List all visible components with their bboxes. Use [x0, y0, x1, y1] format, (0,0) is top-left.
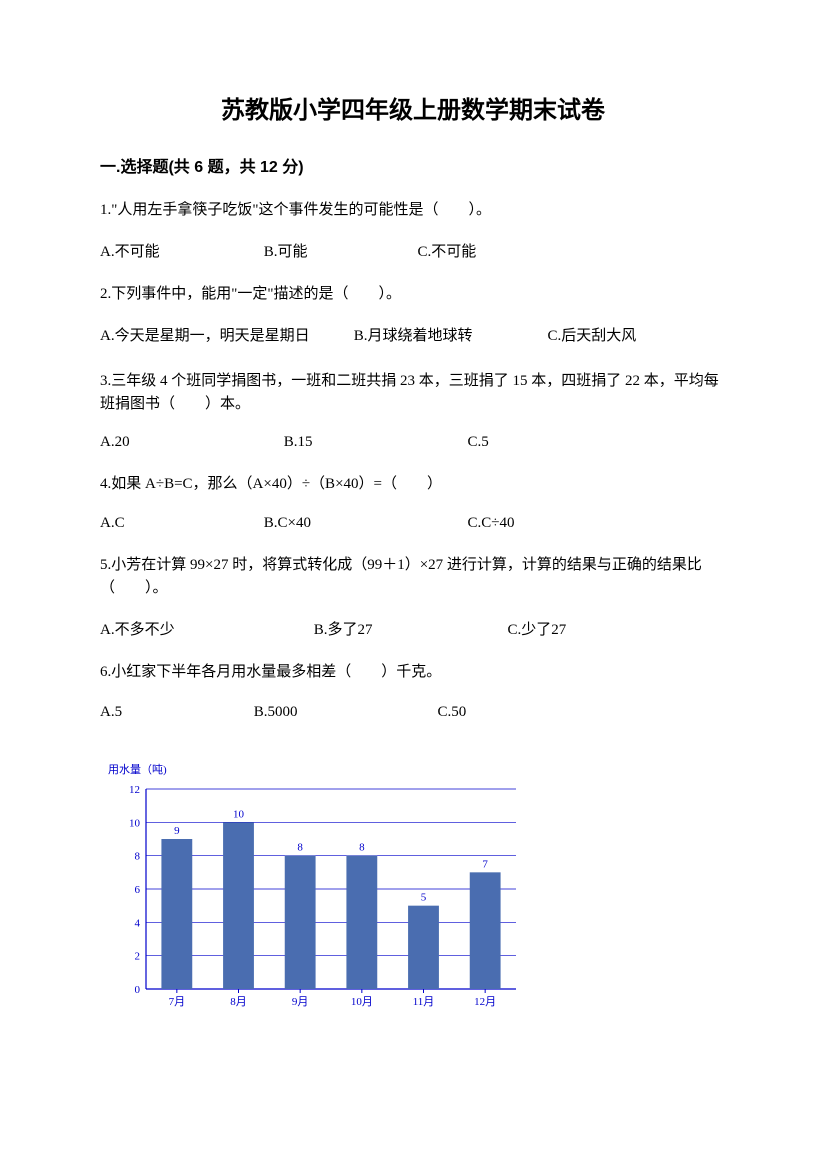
svg-text:4: 4 — [135, 918, 141, 930]
svg-text:12: 12 — [129, 784, 140, 796]
svg-text:10: 10 — [233, 809, 245, 821]
question-4: 4.如果 A÷B=C，那么（A×40）÷（B×40）=（ ） — [100, 473, 726, 496]
q5-opt-b: B.多了27 — [314, 618, 504, 639]
question-5: 5.小芳在计算 99×27 时，将算式转化成（99＋1）×27 进行计算，计算的… — [100, 554, 726, 601]
question-1-options: A.不可能 B.可能 C.不可能 — [100, 240, 726, 261]
question-4-options: A.C B.C×40 C.C÷40 — [100, 515, 726, 532]
svg-text:6: 6 — [135, 884, 141, 896]
svg-text:10: 10 — [129, 818, 141, 830]
q5-opt-c: C.少了27 — [508, 618, 567, 639]
question-1: 1."人用左手拿筷子吃饭"这个事件发生的可能性是（ ）。 — [100, 199, 726, 222]
q3-opt-c: C.5 — [468, 434, 489, 451]
question-2: 2.下列事件中，能用"一定"描述的是（ ）。 — [100, 283, 726, 306]
q4-opt-b: B.C×40 — [264, 515, 464, 532]
svg-text:9月: 9月 — [292, 996, 309, 1008]
svg-text:8: 8 — [359, 842, 365, 854]
q4-opt-a: A.C — [100, 515, 260, 532]
q5-opt-a: A.不多不少 — [100, 618, 310, 639]
q2-opt-c: C.后天刮大风 — [548, 325, 637, 348]
question-2-options: A.今天是星期一，明天是星期日 B.月球绕着地球转 C.后天刮大风 — [100, 325, 726, 348]
q6-opt-a: A.5 — [100, 704, 250, 721]
svg-text:2: 2 — [135, 951, 141, 963]
svg-text:5: 5 — [421, 892, 427, 904]
q4-opt-c: C.C÷40 — [468, 515, 515, 532]
question-3: 3.三年级 4 个班同学捐图书，一班和二班共捐 23 本，三班捐了 15 本，四… — [100, 370, 726, 417]
svg-text:12月: 12月 — [474, 996, 496, 1008]
page-title: 苏教版小学四年级上册数学期末试卷 — [100, 90, 726, 125]
q3-opt-b: B.15 — [284, 434, 464, 451]
q6-opt-b: B.5000 — [254, 704, 434, 721]
q1-opt-b: B.可能 — [264, 240, 414, 261]
svg-text:7月: 7月 — [169, 996, 186, 1008]
q6-opt-c: C.50 — [438, 704, 467, 721]
q2-opt-b: B.月球绕着地球转 — [354, 325, 544, 348]
q3-opt-a: A.20 — [100, 434, 280, 451]
svg-text:9: 9 — [174, 825, 180, 837]
question-3-options: A.20 B.15 C.5 — [100, 434, 726, 451]
q2-opt-a: A.今天是星期一，明天是星期日 — [100, 325, 350, 348]
svg-text:11月: 11月 — [413, 996, 435, 1008]
exam-page: 苏教版小学四年级上册数学期末试卷 一.选择题(共 6 题，共 12 分) 1."… — [0, 0, 826, 1169]
section-header: 一.选择题(共 6 题，共 12 分) — [100, 153, 726, 177]
svg-text:8: 8 — [135, 851, 141, 863]
svg-text:7: 7 — [482, 859, 488, 871]
q1-opt-c: C.不可能 — [418, 240, 477, 261]
q1-opt-a: A.不可能 — [100, 240, 260, 261]
svg-text:8: 8 — [297, 842, 303, 854]
water-usage-chart: 用水量（吨) 0 2 4 6 8 10 12 9 7月 10 8月 8 9月 8 10月 5 11月 7 12月 — [106, 761, 726, 1024]
question-6-options: A.5 B.5000 C.50 — [100, 704, 726, 721]
svg-text:8月: 8月 — [230, 996, 247, 1008]
svg-text:0: 0 — [135, 984, 141, 996]
svg-text:10月: 10月 — [351, 996, 373, 1008]
chart-y-label: 用水量（吨) — [108, 761, 726, 777]
question-6: 6.小红家下半年各月用水量最多相差（ ）千克。 — [100, 661, 726, 684]
bar-chart-svg: 0 2 4 6 8 10 12 9 7月 10 8月 8 9月 8 10月 5 11月 7 12月 — [106, 779, 526, 1019]
question-5-options: A.不多不少 B.多了27 C.少了27 — [100, 618, 726, 639]
